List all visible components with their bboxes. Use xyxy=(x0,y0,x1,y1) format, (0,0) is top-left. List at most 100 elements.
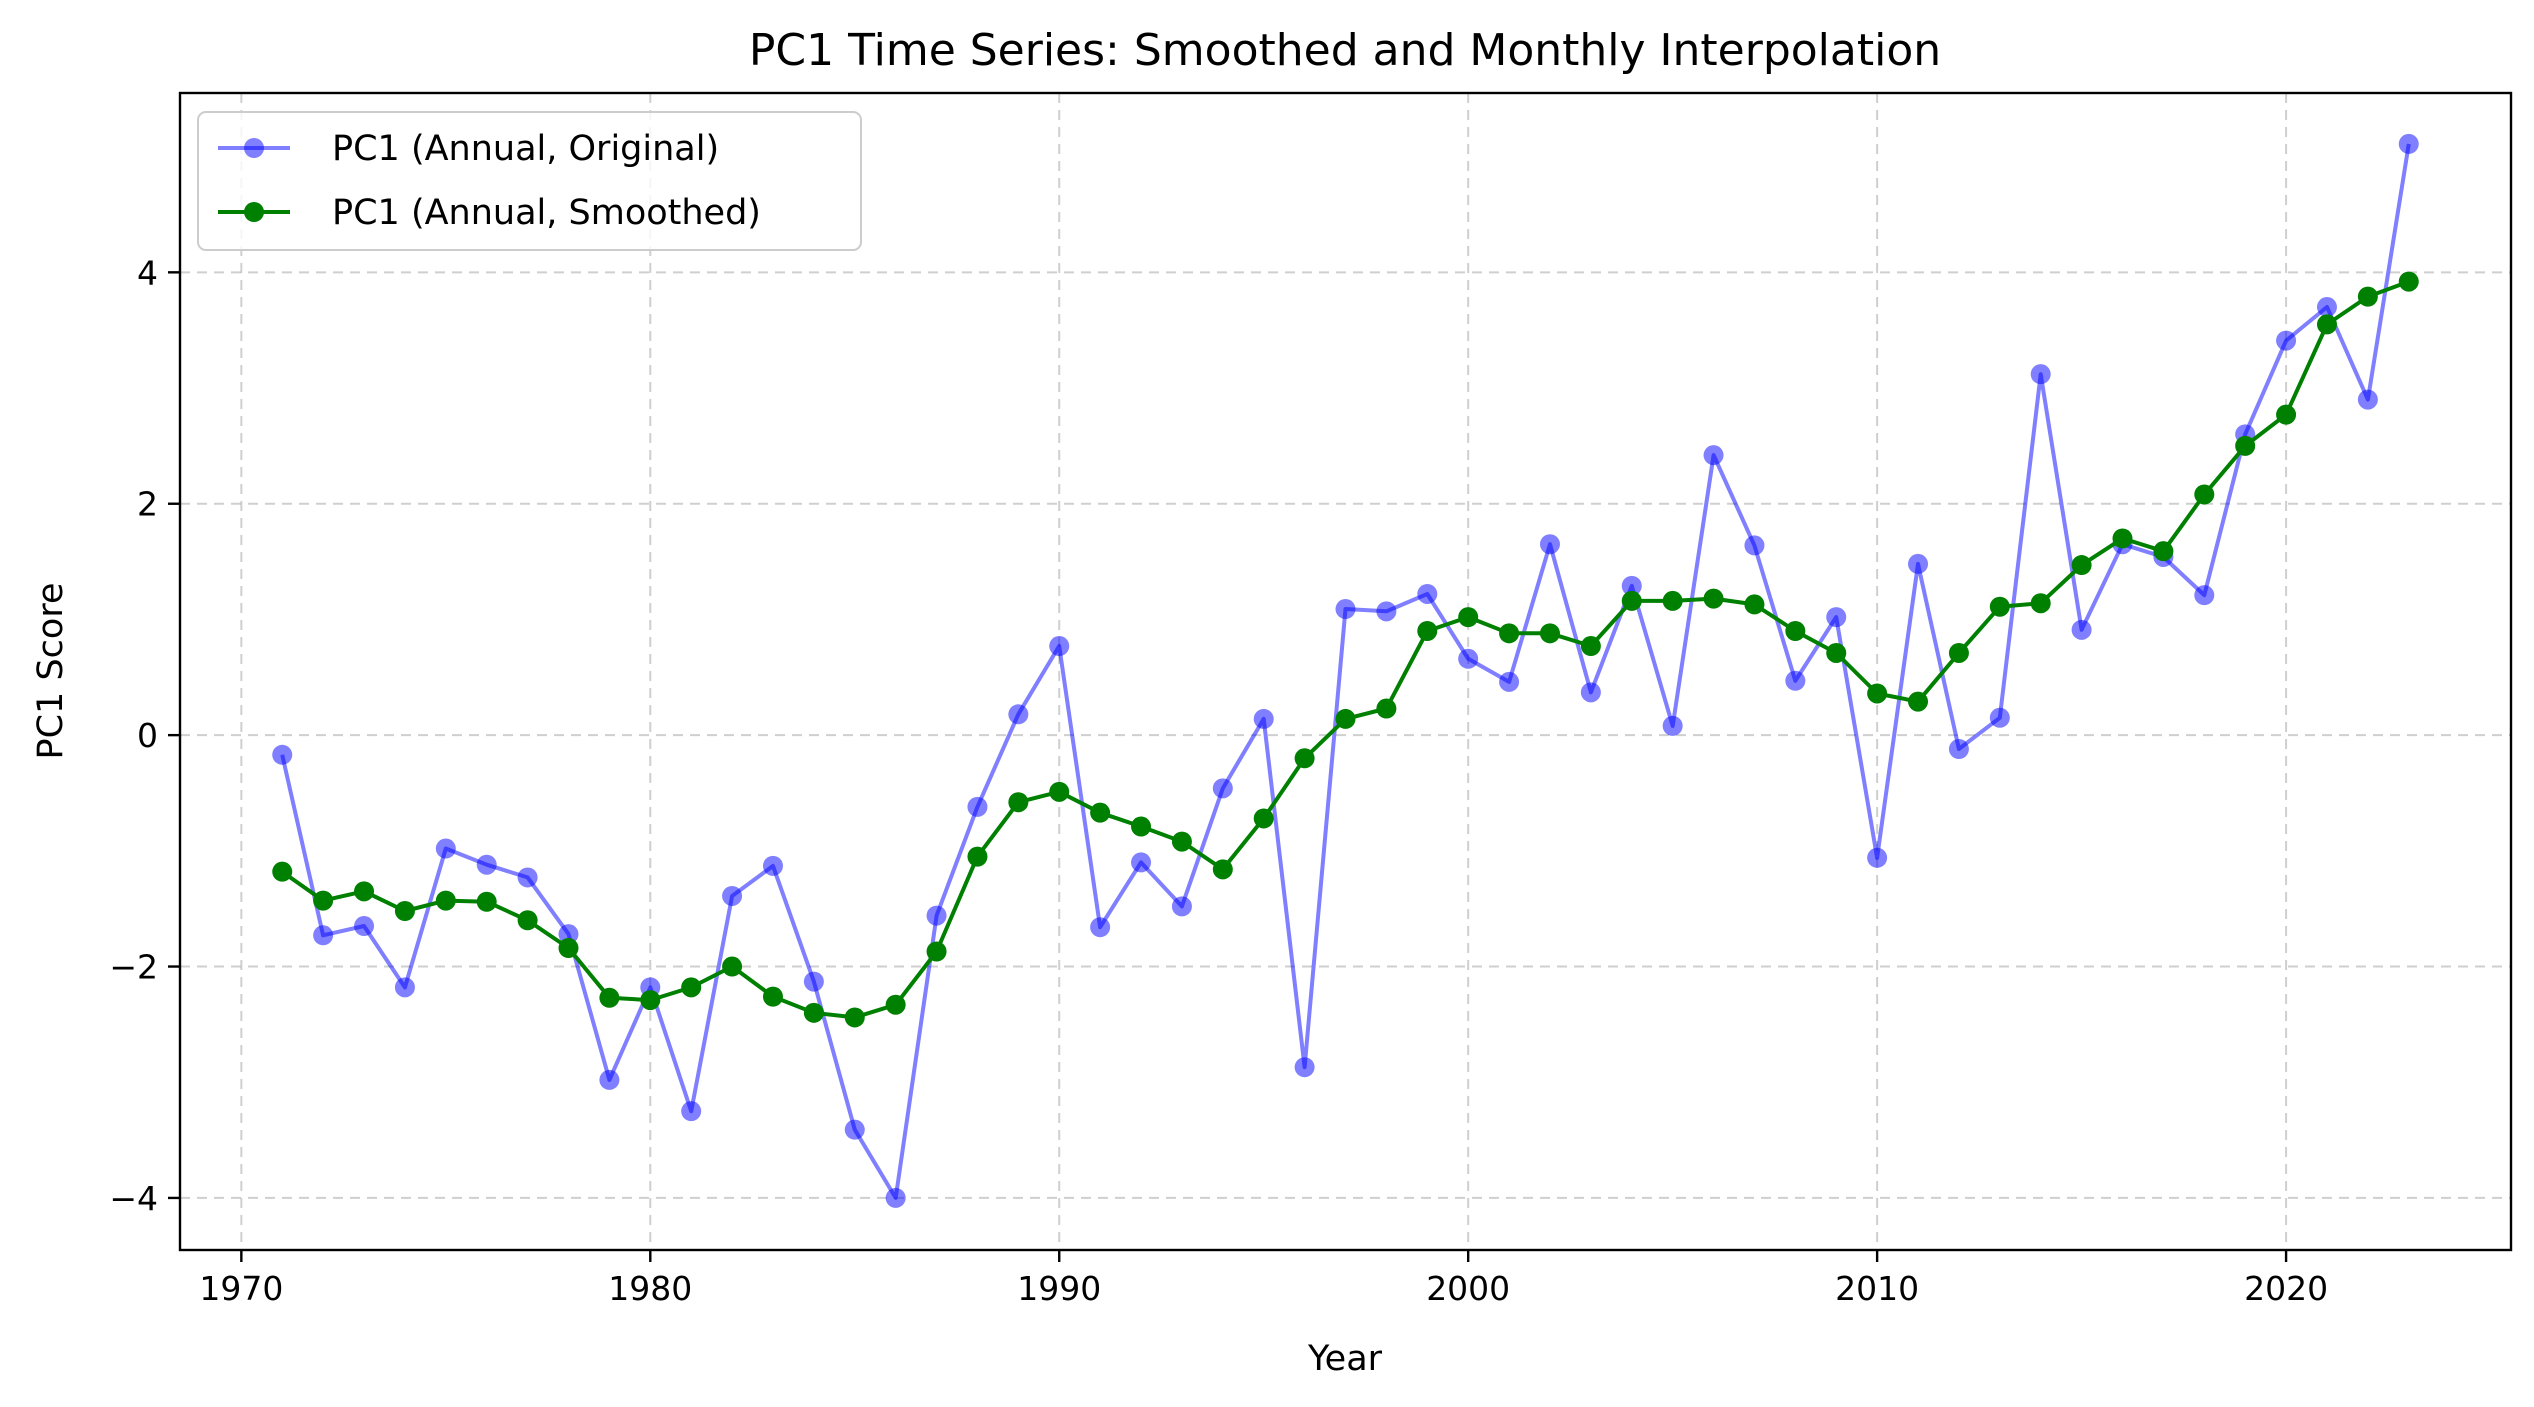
data-point-smoothed xyxy=(2112,528,2133,549)
data-point-original xyxy=(1294,1057,1315,1078)
data-point-original xyxy=(517,867,538,888)
data-point-smoothed xyxy=(681,977,702,998)
plot-area-frame xyxy=(178,91,2513,1252)
data-point-original xyxy=(272,744,293,765)
data-point-original xyxy=(558,924,579,945)
data-point-original xyxy=(1090,917,1111,938)
data-point-original xyxy=(1335,599,1356,620)
y-tick-label: 4 xyxy=(137,253,158,292)
data-point-original xyxy=(1867,847,1888,868)
data-point-smoothed xyxy=(1744,594,1765,615)
data-point-smoothed xyxy=(2398,271,2419,292)
x-axis-label: Year xyxy=(1307,1339,1383,1379)
data-point-smoothed xyxy=(2316,314,2337,335)
data-point-smoothed xyxy=(1376,698,1397,719)
data-point-smoothed xyxy=(313,890,334,911)
data-point-original xyxy=(2071,619,2092,640)
data-point-original xyxy=(803,971,824,992)
data-point-smoothed xyxy=(1580,636,1601,657)
data-point-original xyxy=(1212,778,1233,799)
data-point-smoothed xyxy=(1499,623,1520,644)
data-point-smoothed xyxy=(599,987,620,1008)
data-point-original xyxy=(1703,445,1724,466)
data-point-smoothed xyxy=(1458,607,1479,628)
legend-box xyxy=(197,111,862,251)
data-point-original xyxy=(1171,896,1192,917)
data-point-original xyxy=(1826,607,1847,628)
data-point-smoothed xyxy=(1171,831,1192,852)
data-point-original xyxy=(354,916,375,937)
grid xyxy=(180,93,2511,1250)
x-tick-label: 1990 xyxy=(1017,1269,1101,1308)
data-point-original xyxy=(1458,648,1479,669)
data-point-original xyxy=(1908,553,1929,574)
data-point-original xyxy=(1744,535,1765,556)
series-smoothed xyxy=(272,271,2419,1028)
data-point-smoothed xyxy=(1049,781,1070,802)
data-point-original xyxy=(1376,601,1397,622)
data-point-original xyxy=(1417,583,1438,604)
legend-label-smoothed: PC1 (Annual, Smoothed) xyxy=(332,193,761,233)
legend-swatch-smoothed-marker xyxy=(244,202,264,222)
data-point-smoothed xyxy=(803,1002,824,1023)
data-point-original xyxy=(1131,852,1152,873)
data-point-original xyxy=(1539,534,1560,555)
legend-item-original: PC1 (Annual, Original) xyxy=(218,129,719,169)
data-point-smoothed xyxy=(1131,816,1152,837)
data-point-original xyxy=(2316,297,2337,318)
data-point-smoothed xyxy=(1539,623,1560,644)
y-tick-label: −2 xyxy=(109,948,158,987)
data-point-smoothed xyxy=(1908,691,1929,712)
y-tick-label: 0 xyxy=(137,716,158,755)
data-point-smoothed xyxy=(2357,286,2378,307)
legend-label-original: PC1 (Annual, Original) xyxy=(332,129,719,169)
x-tick-label: 2020 xyxy=(2244,1269,2328,1308)
data-point-smoothed xyxy=(722,956,743,977)
data-point-smoothed xyxy=(1090,802,1111,823)
data-point-smoothed xyxy=(394,900,415,921)
data-point-smoothed xyxy=(1662,590,1683,611)
data-point-original xyxy=(2030,364,2051,385)
data-point-original xyxy=(681,1101,702,1122)
data-point-original xyxy=(2276,330,2297,351)
data-point-original xyxy=(435,838,456,859)
data-point-original xyxy=(1049,636,1070,657)
data-point-smoothed xyxy=(1785,621,1806,642)
data-point-smoothed xyxy=(354,881,375,902)
data-point-smoothed xyxy=(2276,404,2297,425)
data-point-smoothed xyxy=(1867,683,1888,704)
data-point-smoothed xyxy=(2235,435,2256,456)
data-point-original xyxy=(1948,739,1969,760)
data-point-smoothed xyxy=(435,890,456,911)
data-point-smoothed xyxy=(1294,748,1315,769)
data-point-smoothed xyxy=(558,938,579,959)
data-point-original xyxy=(885,1187,906,1208)
data-point-smoothed xyxy=(885,994,906,1015)
data-point-smoothed xyxy=(1948,642,1969,663)
data-point-smoothed xyxy=(1335,708,1356,729)
data-point-original xyxy=(967,796,988,817)
data-point-smoothed xyxy=(476,891,497,912)
legend: PC1 (Annual, Original) PC1 (Annual, Smoo… xyxy=(197,111,862,251)
y-tick-label: −4 xyxy=(109,1179,158,1218)
data-point-smoothed xyxy=(640,990,661,1011)
data-point-original xyxy=(1785,670,1806,691)
data-point-original xyxy=(1662,715,1683,736)
data-point-original xyxy=(762,855,783,876)
data-point-smoothed xyxy=(1621,590,1642,611)
data-point-smoothed xyxy=(1417,621,1438,642)
data-point-original xyxy=(1580,682,1601,703)
x-tick-label: 1970 xyxy=(199,1269,283,1308)
data-point-smoothed xyxy=(1253,808,1274,829)
data-point-original xyxy=(1989,707,2010,728)
data-point-smoothed xyxy=(762,986,783,1007)
data-point-original xyxy=(2398,133,2419,154)
data-point-smoothed xyxy=(926,941,947,962)
data-point-smoothed xyxy=(272,861,293,882)
y-axis-label: PC1 Score xyxy=(31,583,71,760)
data-point-original xyxy=(926,905,947,926)
legend-item-smoothed: PC1 (Annual, Smoothed) xyxy=(218,193,761,233)
ticks: 1970 1980 1990 2000 2010 2020 −4 −2 0 2 4 xyxy=(109,253,2328,1308)
data-point-original xyxy=(2194,585,2215,606)
